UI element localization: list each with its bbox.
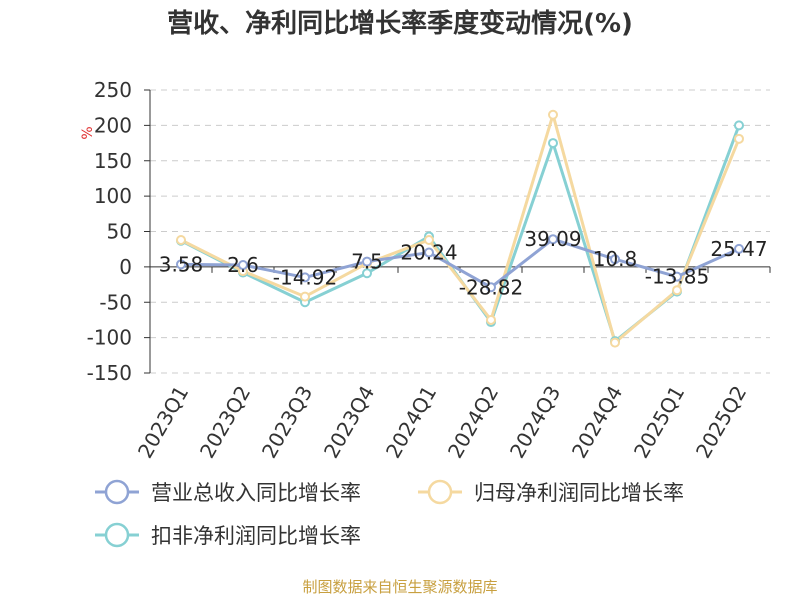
legend-label: 扣非净利润同比增长率	[151, 524, 361, 548]
y-tick-label: 150	[94, 149, 132, 173]
data-label: 7.5	[351, 250, 383, 274]
data-point	[362, 256, 372, 267]
y-tick-label: -150	[87, 361, 132, 385]
x-tick-label: 2024Q1	[381, 382, 441, 463]
y-tick-label: -100	[87, 326, 132, 350]
x-tick-label: 2023Q3	[257, 382, 317, 463]
legend-marker	[104, 522, 130, 548]
series-line	[180, 113, 741, 345]
y-tick-label: 200	[94, 113, 132, 137]
data-point	[176, 259, 186, 270]
source-note: 制图数据来自恒生聚源数据库	[302, 578, 497, 596]
x-tick-label: 2024Q2	[443, 382, 503, 463]
data-point	[486, 314, 496, 325]
data-point	[610, 254, 620, 265]
data-point	[734, 120, 744, 131]
data-label: -28.82	[459, 275, 523, 299]
data-label: 20.24	[400, 241, 457, 265]
series-line	[180, 237, 740, 289]
y-tick-label: 250	[94, 78, 132, 102]
legend-label: 营业总收入同比增长率	[151, 481, 361, 505]
data-point	[300, 272, 310, 283]
x-tick-label: 2023Q1	[133, 382, 193, 463]
data-point	[610, 337, 620, 348]
data-label: -13.85	[645, 265, 709, 289]
series-lines	[180, 113, 741, 345]
data-label: 2.6	[227, 253, 259, 277]
data-point	[548, 234, 558, 245]
data-label: 25.47	[710, 237, 767, 261]
x-tick-label: 2025Q1	[629, 382, 689, 463]
y-unit-label: %	[80, 126, 96, 139]
data-point	[734, 133, 744, 144]
chart-title: 营收、净利同比增长率季度变动情况(%)	[167, 8, 633, 39]
data-label: -14.92	[273, 265, 337, 289]
x-tick-label: 2023Q4	[319, 382, 379, 463]
series-points	[176, 109, 744, 348]
data-point	[300, 291, 310, 302]
data-point	[176, 234, 186, 245]
y-tick-label: 0	[119, 255, 132, 279]
x-tick-label: 2024Q3	[505, 382, 565, 463]
y-tick-label: 100	[94, 184, 132, 208]
data-point	[424, 247, 434, 258]
data-point	[548, 138, 558, 149]
legend-label: 归母净利润同比增长率	[474, 481, 684, 505]
data-point	[486, 282, 496, 293]
y-tick-label: 50	[107, 220, 132, 244]
legend-marker	[427, 479, 453, 505]
data-point	[672, 285, 682, 296]
x-tick-label: 2024Q4	[567, 382, 627, 463]
data-label: 3.58	[159, 252, 204, 276]
data-point	[734, 243, 744, 254]
data-point	[362, 268, 372, 279]
data-point	[548, 109, 558, 120]
data-label: 10.8	[593, 247, 638, 271]
x-tick-label: 2025Q2	[691, 382, 751, 463]
grid	[150, 89, 770, 374]
x-tick-label: 2023Q2	[195, 382, 255, 463]
data-point	[424, 234, 434, 245]
legend-marker	[104, 479, 130, 505]
data-point	[672, 271, 682, 282]
data-point	[238, 260, 248, 271]
data-label: 39.09	[524, 227, 581, 251]
y-tick-label: -50	[99, 290, 132, 314]
